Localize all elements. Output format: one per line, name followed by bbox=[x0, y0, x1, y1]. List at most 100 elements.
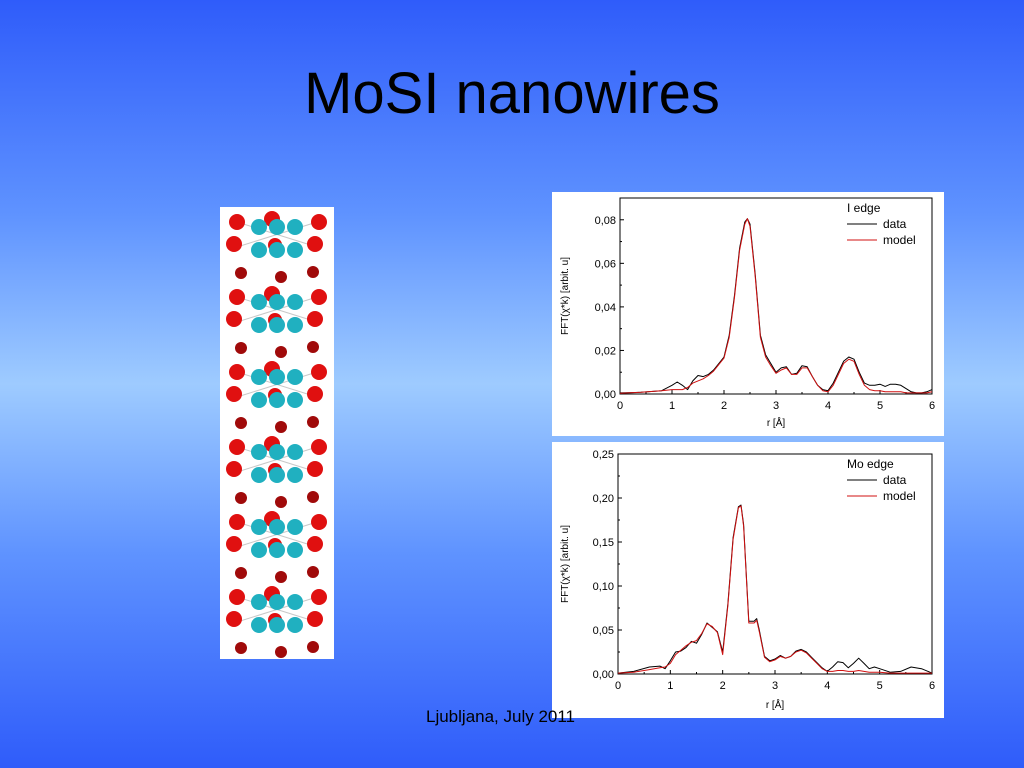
molybdenum-atom bbox=[269, 617, 285, 633]
legend-label-model: model bbox=[883, 489, 916, 503]
y-tick-label: 0,15 bbox=[593, 537, 614, 549]
y-tick-label: 0,10 bbox=[593, 581, 614, 593]
iodine-atom-back bbox=[235, 492, 247, 504]
i-edge-plot: 0 1 2 3 4 5 6 0,00 0,02 0,04 0,06 0,08 r [Å] FFT(χ*k)… bbox=[560, 197, 935, 429]
molybdenum-atom bbox=[251, 219, 267, 235]
iodine-atom bbox=[311, 214, 327, 230]
molybdenum-atom bbox=[287, 294, 303, 310]
iodine-atom-back bbox=[307, 641, 319, 653]
iodine-atom-back bbox=[235, 642, 247, 654]
iodine-atom bbox=[307, 386, 323, 402]
x-tick-label: 2 bbox=[721, 400, 727, 412]
iodine-atom-back bbox=[235, 342, 247, 354]
y-tick-label: 0,00 bbox=[595, 389, 616, 401]
molybdenum-atom bbox=[251, 317, 267, 333]
iodine-atom bbox=[229, 364, 245, 380]
molybdenum-atom bbox=[287, 542, 303, 558]
molybdenum-atom bbox=[269, 392, 285, 408]
x-tick-label: 0 bbox=[617, 400, 623, 412]
molybdenum-atom bbox=[269, 594, 285, 610]
iodine-atom-back bbox=[275, 571, 287, 583]
x-axis-label: r [Å] bbox=[767, 416, 786, 429]
y-tick-label: 0,20 bbox=[593, 493, 614, 505]
y-tick-label: 0,25 bbox=[593, 449, 614, 461]
iodine-atom-back bbox=[307, 416, 319, 428]
molybdenum-atom bbox=[269, 519, 285, 535]
y-tick-label: 0,06 bbox=[595, 258, 616, 270]
x-tick-label: 5 bbox=[877, 680, 883, 692]
molybdenum-atom bbox=[269, 542, 285, 558]
x-tick-label: 0 bbox=[615, 680, 621, 692]
legend-label-data: data bbox=[883, 473, 907, 487]
molybdenum-atom bbox=[251, 467, 267, 483]
iodine-atom bbox=[226, 611, 242, 627]
y-tick-label: 0,04 bbox=[595, 302, 616, 314]
x-tick-label: 6 bbox=[929, 680, 935, 692]
iodine-atom bbox=[311, 289, 327, 305]
iodine-atom-back bbox=[307, 266, 319, 278]
iodine-atom-back bbox=[235, 417, 247, 429]
iodine-atom bbox=[229, 214, 245, 230]
iodine-atom bbox=[311, 514, 327, 530]
i-edge-chart: 0 1 2 3 4 5 6 0,00 0,02 0,04 0,06 0,08 r [Å] FFT(χ*k)… bbox=[552, 192, 944, 436]
iodine-atom-back bbox=[307, 491, 319, 503]
iodine-atom-back bbox=[275, 421, 287, 433]
x-axis-label: r [Å] bbox=[766, 698, 785, 711]
slide-footer: Ljubljana, July 2011 bbox=[426, 707, 576, 726]
nanowire-structure-image bbox=[220, 207, 334, 659]
y-tick-label: 0,08 bbox=[595, 215, 616, 227]
molybdenum-atom bbox=[251, 294, 267, 310]
molybdenum-atom bbox=[287, 242, 303, 258]
mo-edge-plot: 0 1 2 3 4 5 6 0,00 0,05 0,10 0,15 0,20 0,25 r [Å] FFT(… bbox=[560, 449, 935, 711]
x-tick-label: 5 bbox=[877, 400, 883, 412]
molybdenum-atom bbox=[251, 519, 267, 535]
iodine-atom bbox=[311, 439, 327, 455]
legend-label-data: data bbox=[883, 217, 907, 231]
molybdenum-atom bbox=[251, 369, 267, 385]
molybdenum-atom bbox=[287, 444, 303, 460]
iodine-atom bbox=[229, 589, 245, 605]
molybdenum-atom bbox=[269, 444, 285, 460]
molybdenum-atom bbox=[287, 369, 303, 385]
molybdenum-atom bbox=[251, 242, 267, 258]
molybdenum-atom bbox=[269, 369, 285, 385]
iodine-atom bbox=[226, 311, 242, 327]
iodine-atom bbox=[229, 514, 245, 530]
iodine-atom bbox=[226, 461, 242, 477]
molybdenum-atom bbox=[269, 294, 285, 310]
iodine-atom bbox=[229, 289, 245, 305]
iodine-atom bbox=[311, 364, 327, 380]
iodine-atom bbox=[307, 311, 323, 327]
y-axis-label: FFT(χ*k) [arbit. u] bbox=[560, 525, 571, 603]
iodine-atom-back bbox=[235, 267, 247, 279]
mo-edge-chart: 0 1 2 3 4 5 6 0,00 0,05 0,10 0,15 0,20 0,25 r [Å] FFT(… bbox=[552, 442, 944, 718]
iodine-atom-back bbox=[275, 496, 287, 508]
x-tick-label: 6 bbox=[929, 400, 935, 412]
y-axis-label: FFT(χ*k) [arbit. u] bbox=[560, 257, 571, 335]
molybdenum-atom bbox=[251, 542, 267, 558]
molybdenum-atom bbox=[251, 444, 267, 460]
legend-title: Mo edge bbox=[847, 457, 894, 471]
x-tick-label: 2 bbox=[720, 680, 726, 692]
x-tick-label: 3 bbox=[772, 680, 778, 692]
molybdenum-atom bbox=[287, 467, 303, 483]
iodine-atom-back bbox=[307, 341, 319, 353]
y-tick-label: 0,02 bbox=[595, 345, 616, 357]
x-tick-label: 4 bbox=[824, 680, 830, 692]
x-tick-label: 3 bbox=[773, 400, 779, 412]
x-tick-label: 4 bbox=[825, 400, 831, 412]
iodine-atom-back bbox=[307, 566, 319, 578]
series-line-data bbox=[617, 504, 933, 674]
plot-frame bbox=[617, 453, 933, 675]
atomic-structure-illustration bbox=[226, 211, 327, 658]
slide-title: MoSI nanowires bbox=[304, 61, 720, 126]
molybdenum-atom bbox=[269, 219, 285, 235]
iodine-atom-back bbox=[275, 346, 287, 358]
iodine-atom bbox=[226, 536, 242, 552]
iodine-atom bbox=[226, 386, 242, 402]
x-tick-label: 1 bbox=[667, 680, 673, 692]
x-tick-label: 1 bbox=[669, 400, 675, 412]
iodine-atom bbox=[311, 589, 327, 605]
molybdenum-atom bbox=[287, 392, 303, 408]
molybdenum-atom bbox=[287, 594, 303, 610]
